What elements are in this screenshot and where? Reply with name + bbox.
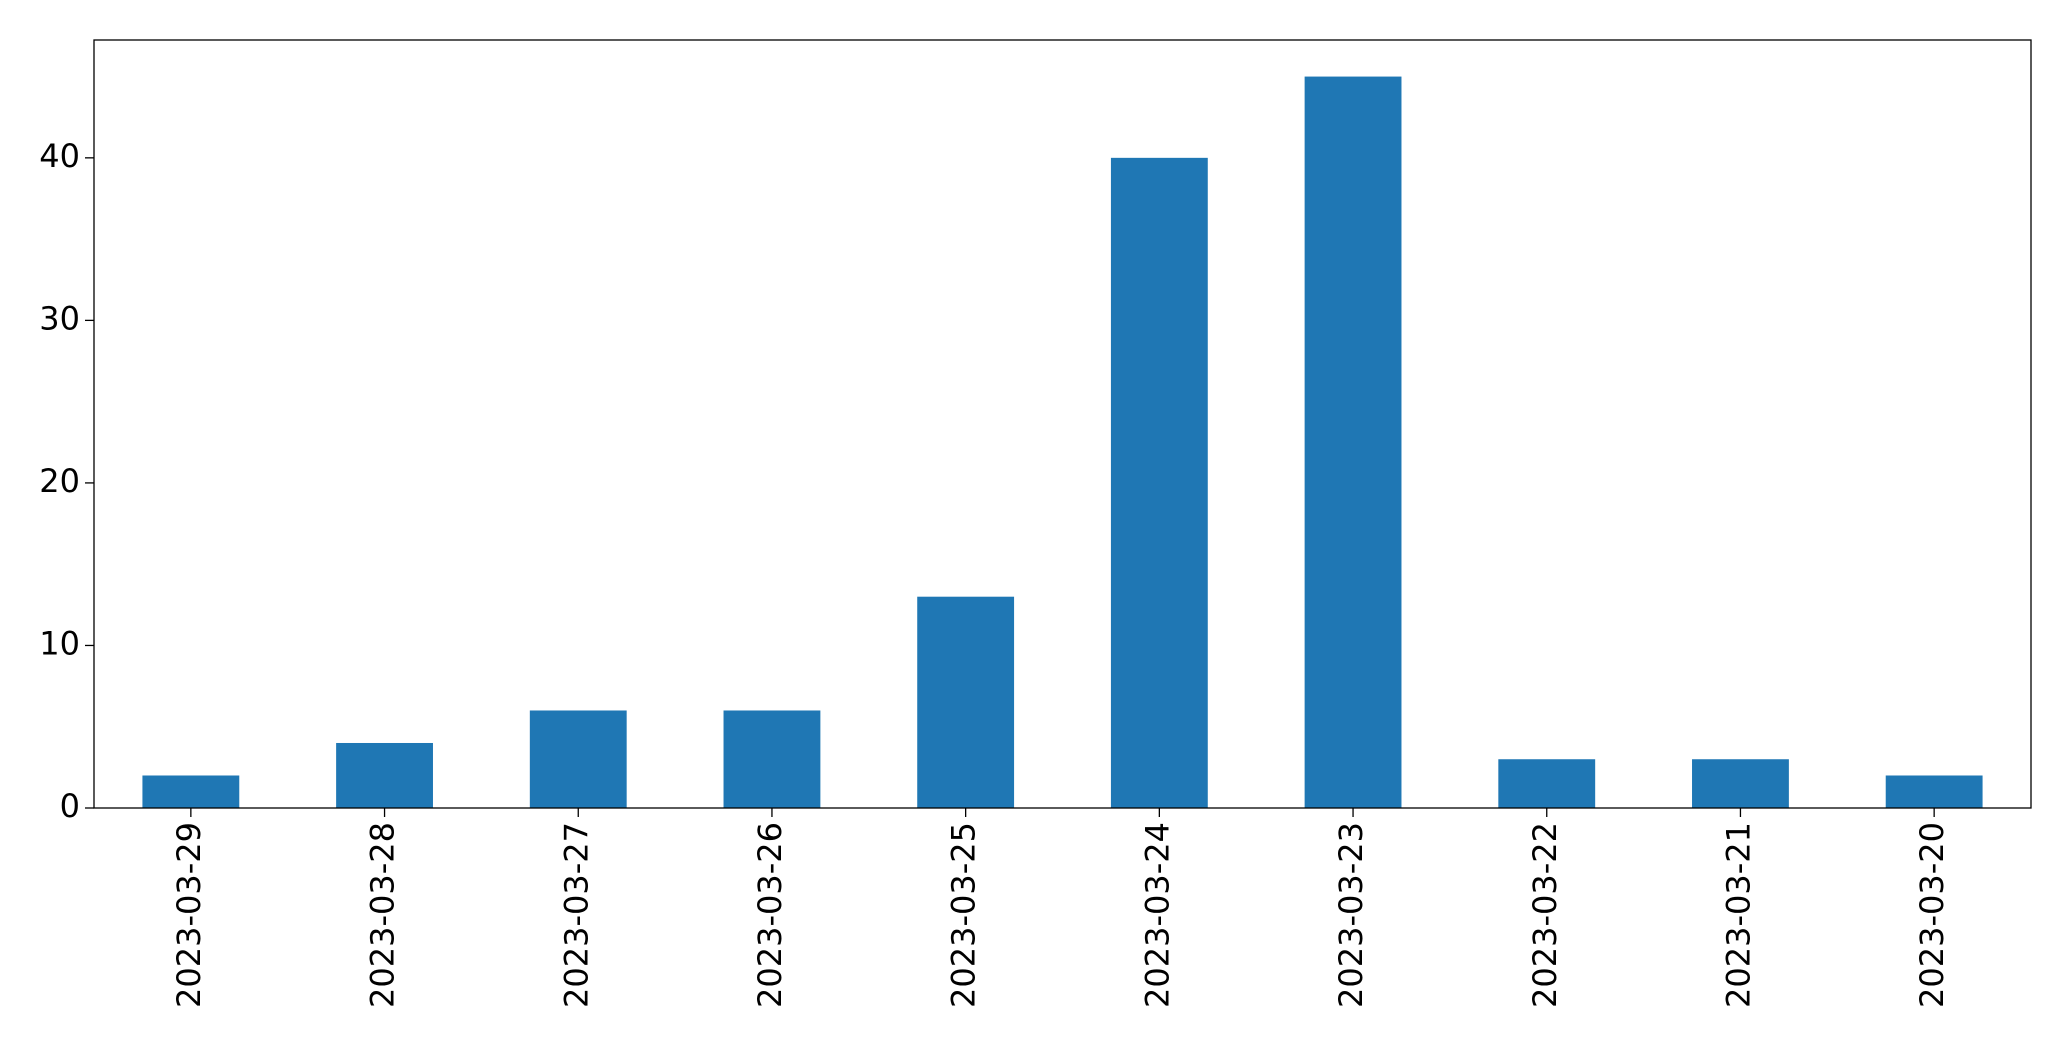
bar	[529, 710, 627, 808]
x-tick-label: 2023-03-24	[1138, 822, 1176, 1008]
y-tick-label: 30	[39, 299, 80, 337]
y-tick-label: 10	[39, 624, 80, 662]
x-tick-label: 2023-03-26	[751, 822, 789, 1008]
y-tick-label: 20	[39, 462, 80, 500]
bar	[917, 596, 1015, 808]
bar	[1692, 759, 1789, 808]
x-tick-label: 2023-03-21	[1719, 822, 1757, 1008]
x-tick-label: 2023-03-25	[945, 822, 983, 1008]
plot-frame	[93, 39, 2032, 809]
bar	[336, 742, 433, 808]
bar	[723, 710, 821, 808]
x-tick-label: 2023-03-29	[170, 822, 208, 1008]
bar	[1885, 775, 1983, 808]
x-tick-label: 2023-03-20	[1913, 822, 1951, 1008]
x-tick-label: 2023-03-23	[1332, 822, 1370, 1008]
bar	[142, 775, 240, 808]
x-tick-label: 2023-03-27	[557, 822, 595, 1008]
bar	[1498, 759, 1596, 808]
x-tick-label: 2023-03-22	[1526, 822, 1564, 1008]
bar	[1110, 157, 1208, 809]
y-tick-label: 40	[39, 137, 80, 175]
x-tick-label: 2023-03-28	[364, 822, 402, 1008]
y-tick-label: 0	[60, 787, 80, 825]
bar	[1304, 76, 1402, 809]
